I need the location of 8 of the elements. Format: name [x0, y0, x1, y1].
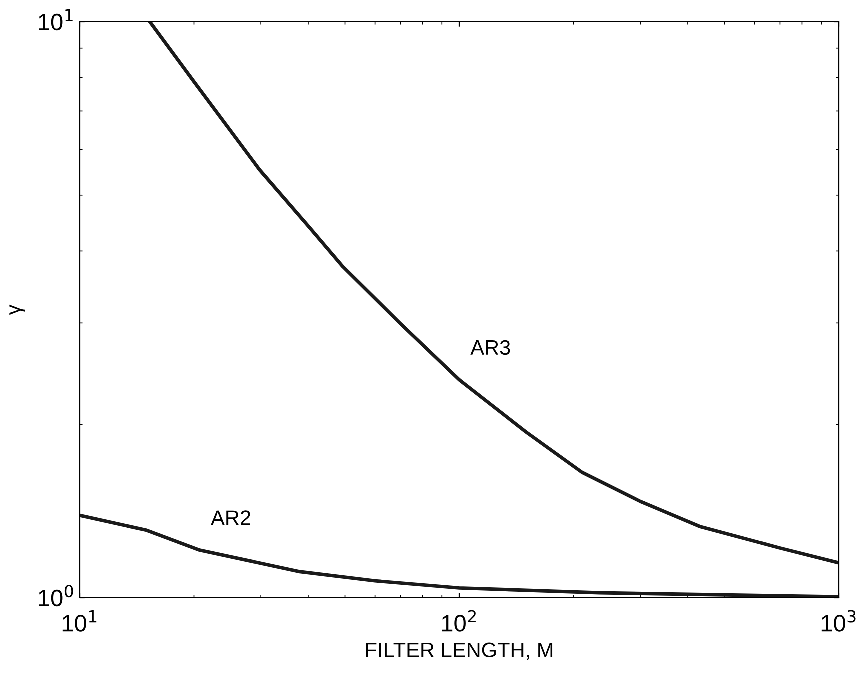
y-axis-title: γ: [10, 304, 25, 316]
x-axis-title: FILTER LENGTH, M: [366, 642, 553, 660]
annotation: AR3: [470, 340, 510, 356]
x-tick-label: 10$^{2}$: [442, 610, 476, 632]
x-tick-label: 10$^{1}$: [62, 610, 97, 632]
y-tick-label: 10$^{0}$: [39, 585, 74, 607]
annotation: AR2: [211, 510, 251, 526]
x-tick-label: 10$^{3}$: [822, 610, 856, 632]
